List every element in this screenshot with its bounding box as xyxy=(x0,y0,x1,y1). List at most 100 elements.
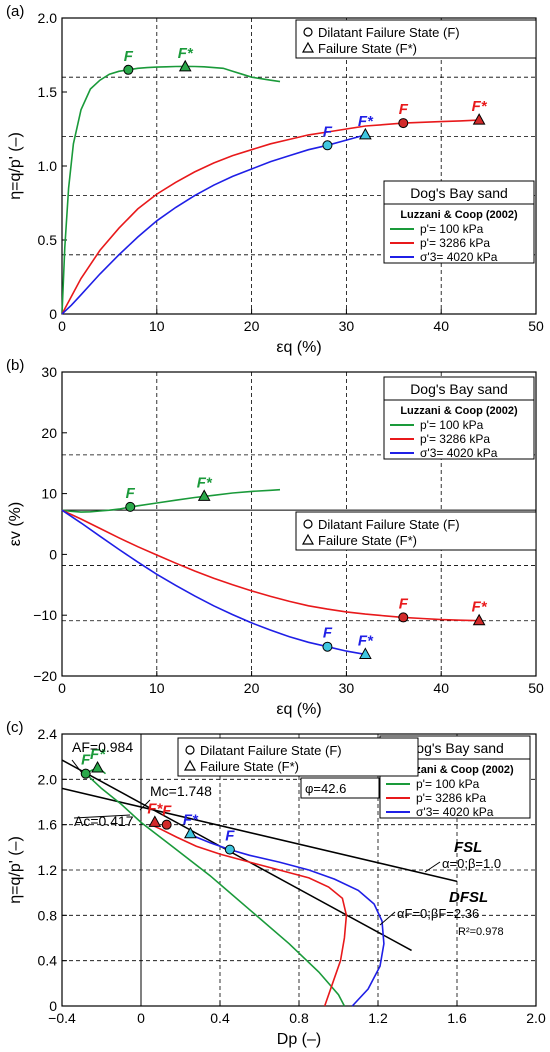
marker-label: F xyxy=(323,123,333,140)
y-tick-label: 0 xyxy=(49,546,57,562)
x-tick-label: 0 xyxy=(58,318,66,334)
marker-legend-circle-icon xyxy=(303,519,313,529)
data-point-triangle xyxy=(197,489,211,501)
y-axis-label: εv (%) xyxy=(7,502,24,546)
marker-label: F* xyxy=(358,632,374,649)
plot-frame xyxy=(61,17,537,315)
series-line xyxy=(61,488,281,513)
x-tick-label: 40 xyxy=(433,680,449,696)
marker-label: F* xyxy=(472,599,488,616)
reference-line-fsl xyxy=(61,787,458,883)
data-point-circle xyxy=(123,64,134,75)
marker-legend-entry: Failure State (F*) xyxy=(200,759,299,774)
annotation: φ=42.6 xyxy=(305,781,346,796)
x-tick-label: 1.6 xyxy=(447,1010,467,1026)
x-tick-label: 50 xyxy=(528,318,544,334)
series-line xyxy=(61,509,480,622)
marker-legend-entry: Dilatant Failure State (F) xyxy=(200,743,342,758)
reference-line-dfsl xyxy=(61,759,412,952)
marker-label: F xyxy=(81,752,91,769)
marker-legend-box xyxy=(295,19,537,59)
y-tick-label: 0.5 xyxy=(38,232,58,248)
legend-subtitle: Luzzani & Coop (2002) xyxy=(400,405,518,417)
x-tick-label: 0 xyxy=(58,680,66,696)
marker-label: F xyxy=(323,625,333,642)
legend-entry: p'= 3286 kPa xyxy=(416,791,486,805)
x-tick-label: −0.4 xyxy=(48,1010,76,1026)
y-tick-label: 20 xyxy=(41,425,57,441)
annotation: αF=0;βF=2.36 xyxy=(397,906,479,921)
data-point-triangle xyxy=(472,113,486,125)
panel-a: (a) 0 10 20 30 40 50 0 0.5 1.0 1.5 2.0 εq (%) η=q/p' … xyxy=(6,3,544,356)
data-point-circle xyxy=(224,844,235,855)
x-axis-label: εq (%) xyxy=(276,339,321,356)
data-point-circle xyxy=(125,501,136,512)
marker-label: F* xyxy=(183,812,199,829)
y-tick-label: 0 xyxy=(49,998,57,1014)
x-tick-label: 30 xyxy=(339,680,355,696)
marker-legend-entry: Dilatant Failure State (F) xyxy=(318,517,460,532)
marker-label: F* xyxy=(178,45,194,62)
marker-legend-circle-icon xyxy=(185,745,195,755)
y-tick-label: 1.5 xyxy=(38,84,58,100)
x-tick-label: 10 xyxy=(149,680,165,696)
marker-label: F xyxy=(399,595,409,612)
x-axis-label: Dp (–) xyxy=(277,1031,321,1048)
marker-label: F xyxy=(126,485,136,502)
marker-legend-entry: Failure State (F*) xyxy=(318,533,417,548)
marker-label: F xyxy=(225,828,235,845)
y-tick-label: −20 xyxy=(33,668,57,684)
y-tick-label: 30 xyxy=(41,364,57,380)
y-tick-label: 10 xyxy=(41,486,57,502)
data-point-triangle xyxy=(184,826,197,839)
x-tick-label: 0.8 xyxy=(289,1010,309,1026)
marker-label: F* xyxy=(147,800,163,817)
marker-label: F* xyxy=(358,113,374,130)
marker-legend-entry: Failure State (F*) xyxy=(318,41,417,56)
panel-c: (c)−0.4 0 0.4 0.8 1.2 1.6 2.000.40.81.21.62.02… xyxy=(6,719,546,1048)
y-tick-label: 1.0 xyxy=(38,158,58,174)
marker-legend-circle-icon xyxy=(303,27,313,37)
x-tick-label: 30 xyxy=(339,318,355,334)
marker-legend-triangle-icon xyxy=(301,533,315,545)
panel-label: (c) xyxy=(6,719,24,736)
data-point-triangle xyxy=(148,815,162,827)
series-line xyxy=(150,823,348,1007)
legend-title: Dog's Bay sand xyxy=(406,740,504,756)
x-tick-label: 20 xyxy=(244,680,260,696)
data-point-circle xyxy=(80,768,91,779)
series-line xyxy=(61,65,281,315)
data-point-circle xyxy=(322,140,333,151)
series-line xyxy=(61,509,366,656)
y-tick-label: 2.4 xyxy=(38,726,58,742)
marker-legend-box xyxy=(177,737,419,777)
legend-entry: σ'3= 4020 kPa xyxy=(420,250,498,264)
annotation-leader xyxy=(379,911,396,926)
legend-entry: σ'3= 4020 kPa xyxy=(416,805,494,819)
marker-legend-entry: Dilatant Failure State (F) xyxy=(318,25,460,40)
y-tick-label: 0.4 xyxy=(38,953,58,969)
marker-label: F* xyxy=(90,746,106,763)
x-axis-label: εq (%) xyxy=(276,701,321,718)
x-tick-label: 10 xyxy=(149,318,165,334)
legend-entry: p'= 100 kPa xyxy=(416,777,480,791)
legend-entry: p'= 3286 kPa xyxy=(420,432,490,446)
data-point-triangle xyxy=(91,760,104,773)
y-tick-label: 1.6 xyxy=(38,817,58,833)
data-point-circle xyxy=(322,641,333,652)
x-tick-label: 50 xyxy=(528,680,544,696)
data-point-triangle xyxy=(359,127,372,140)
x-tick-label: 20 xyxy=(244,318,260,334)
legend-entry: p'= 100 kPa xyxy=(420,222,484,236)
annotation-leader xyxy=(73,814,131,819)
legend-title: Dog's Bay sand xyxy=(410,381,508,397)
series-line xyxy=(61,134,366,315)
y-tick-label: 2.0 xyxy=(38,771,58,787)
data-point-circle xyxy=(398,118,409,129)
y-axis-label: η=q/p' (–) xyxy=(7,132,24,200)
legend-box xyxy=(383,376,535,460)
marker-label: F xyxy=(162,803,172,820)
annotation: Mc=1.748 xyxy=(150,783,212,799)
data-point-triangle xyxy=(472,613,486,626)
